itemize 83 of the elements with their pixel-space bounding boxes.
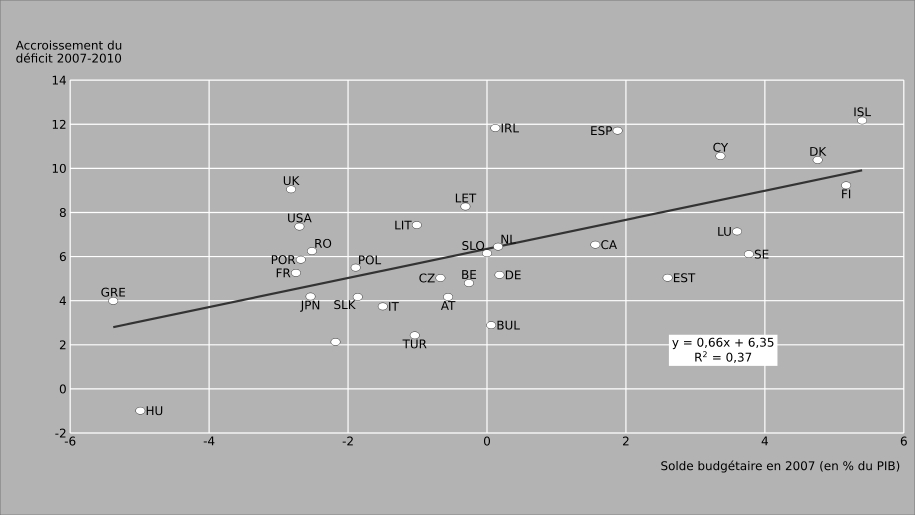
y-tick-label: 10 [52, 164, 66, 173]
point [291, 269, 301, 277]
annotation: TUR [402, 339, 427, 348]
annotation: SLK [334, 300, 356, 310]
point [590, 240, 600, 248]
annotation: NL [501, 234, 516, 244]
x-axis-title: Solde budgétaire en 2007 (en % du PIB) [661, 460, 900, 472]
annotation: EST [674, 273, 696, 282]
annotation: AT [440, 301, 456, 310]
point [612, 126, 622, 134]
point [307, 247, 317, 255]
point [410, 331, 420, 340]
point [350, 264, 361, 272]
point [482, 249, 492, 257]
annotation: BE [462, 270, 476, 279]
annotation: IT [389, 302, 399, 311]
point [352, 293, 363, 301]
point [857, 116, 867, 124]
point [412, 221, 422, 229]
annotation: POR [272, 255, 296, 264]
annotation: y = 0,66x + 6,35 [672, 338, 774, 349]
annotation: FI [842, 189, 850, 198]
annotation: UK [284, 176, 300, 186]
point [296, 256, 306, 264]
point [330, 338, 340, 346]
annotation: CY [713, 142, 728, 152]
annotation: FR [276, 268, 290, 278]
point [286, 185, 296, 194]
x-tick-label: 4 [762, 436, 768, 446]
annotation: R$^{2}$ = 0,37 [695, 351, 752, 363]
annotation: POL [359, 255, 382, 264]
annotation: SE [754, 250, 768, 259]
point [841, 181, 852, 190]
point [493, 242, 503, 250]
point [812, 156, 823, 164]
annotation: SLO [462, 240, 484, 250]
y-tick-label: 2 [60, 340, 66, 350]
annotation: DE [506, 270, 521, 280]
point [294, 222, 304, 230]
point [732, 228, 742, 236]
point [306, 292, 316, 300]
annotation: CZ [419, 273, 435, 282]
annotation: DK [810, 147, 826, 156]
annotation: GRE [101, 288, 126, 297]
x-tick-label: 6 [900, 436, 907, 446]
annotation: ISL [854, 107, 871, 116]
point [486, 321, 496, 329]
y-tick-label: 0 [60, 384, 66, 394]
annotation: IRL [502, 124, 519, 132]
y-axis-title: Accroissement du déficit 2007-2010 [16, 40, 122, 63]
point [662, 274, 672, 282]
annotation: CA [601, 240, 617, 250]
annotation: RO [315, 238, 332, 248]
annotation: ESP [591, 126, 612, 136]
annotation: LET [456, 194, 476, 202]
x-tick-label: 2 [623, 436, 629, 446]
annotation: JPN [300, 300, 320, 312]
y-tick-label: -2 [55, 428, 66, 438]
x-tick-label: 0 [484, 436, 490, 446]
y-tick-label: 14 [52, 76, 66, 84]
point [744, 250, 754, 258]
point [436, 274, 446, 282]
annotation: HU [146, 406, 162, 416]
y-tick-label: 6 [60, 252, 66, 262]
point [443, 293, 453, 301]
x-tick-label: -6 [64, 436, 76, 446]
point [464, 279, 474, 287]
point [490, 124, 500, 132]
annotation: USA [288, 213, 312, 222]
annotation: BUL [498, 320, 520, 330]
x-tick-label: -4 [204, 436, 214, 446]
x-tick-label: -2 [342, 436, 353, 446]
point [378, 302, 388, 310]
point [494, 271, 504, 279]
y-tick-label: 8 [60, 208, 66, 217]
point [135, 406, 146, 414]
annotation: LU [718, 226, 731, 236]
y-tick-label: 12 [52, 120, 66, 129]
point [716, 152, 726, 160]
point [108, 297, 118, 305]
y-tick-label: 4 [60, 296, 66, 305]
point [460, 202, 470, 210]
annotation: LIT [395, 220, 412, 230]
